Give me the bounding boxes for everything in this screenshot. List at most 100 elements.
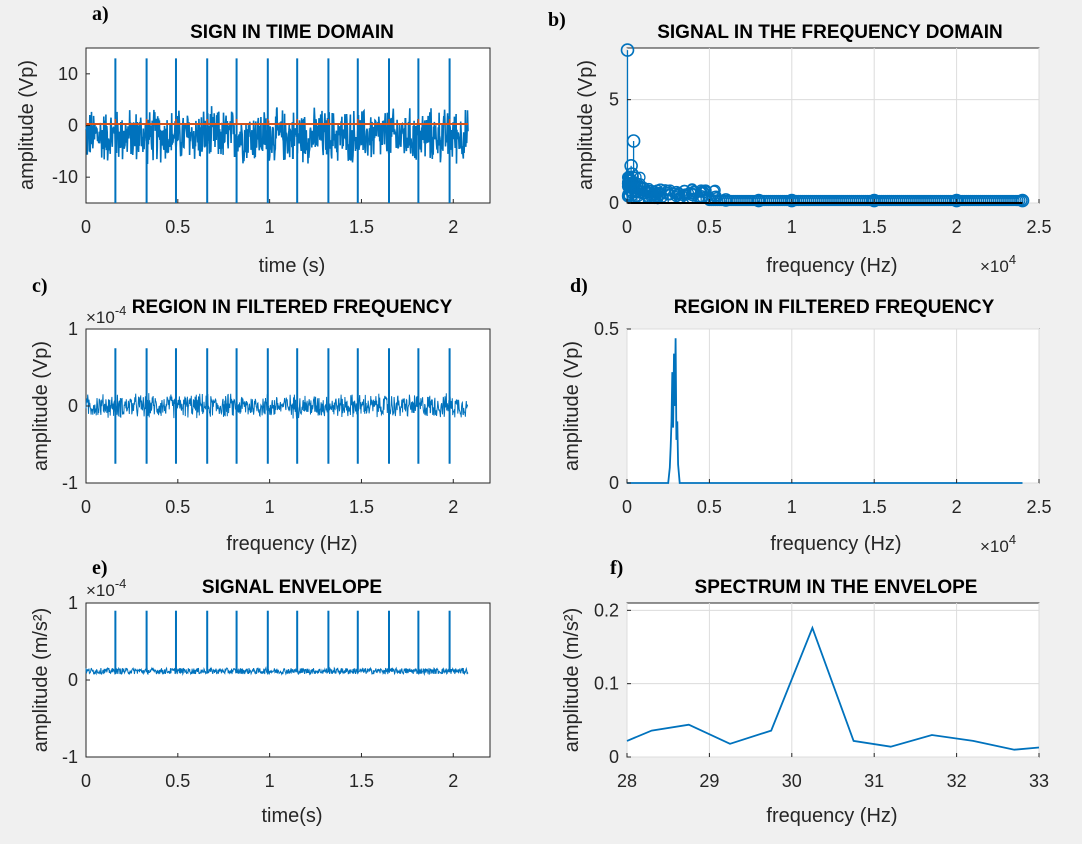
x-tick-label: 1.5 xyxy=(862,217,887,237)
x-axis-label-c: frequency (Hz) xyxy=(226,533,357,555)
x-tick-label: 1.5 xyxy=(349,497,374,517)
panel-a: 0 0.5 1 1.5 2 -10 0 10 SIGN IN TIME DOMAIN a) t… xyxy=(16,3,491,277)
data-point xyxy=(661,186,676,201)
data-point xyxy=(644,184,659,199)
data-point xyxy=(1015,193,1030,208)
data-point xyxy=(636,181,651,196)
chart-title-c: REGION IN FILTERED FREQUENCY xyxy=(132,297,453,318)
x-tick-label: 28 xyxy=(617,771,637,791)
x-tick-label: 1 xyxy=(265,771,275,791)
x-tick-label: 1 xyxy=(265,497,275,517)
marks-f xyxy=(626,625,1040,751)
x-exponent-d: ×104 xyxy=(980,532,1016,556)
panel-f: 28 29 30 31 32 33 0 0.1 0.2 SPECTRUM IN THE ENVE… xyxy=(561,557,1049,827)
data-point xyxy=(626,134,641,148)
x-tick-label: 1 xyxy=(265,217,275,237)
y-axis-label-e: amplitude (m/s²) xyxy=(30,608,52,752)
x-tick-label: 0 xyxy=(81,497,91,517)
y-tick-label: -1 xyxy=(62,747,78,767)
axes-f xyxy=(626,602,1040,758)
x-tick-label: 32 xyxy=(947,771,967,791)
axes-d xyxy=(626,328,1040,484)
ticks-c: 0 0.5 1 1.5 2-101 xyxy=(62,319,458,517)
axes-b xyxy=(626,47,1040,204)
y-axis-label-f: amplitude (m/s²) xyxy=(561,608,583,752)
x-tick-label: 2 xyxy=(952,217,962,237)
data-point xyxy=(630,177,644,192)
x-tick-label: 0.5 xyxy=(165,497,190,517)
x-tick-label: 0.5 xyxy=(697,497,722,517)
x-tick-label: 29 xyxy=(699,771,719,791)
x-tick-label: 2 xyxy=(448,497,458,517)
panel-label-f: f) xyxy=(610,557,623,579)
x-tick-label: 2.5 xyxy=(1026,497,1051,517)
data-point xyxy=(624,159,638,173)
series-trace xyxy=(85,666,469,676)
x-axis-label-d: frequency (Hz) xyxy=(770,533,901,555)
marks-d xyxy=(626,338,1023,484)
y-exponent-c: ×10-4 xyxy=(86,303,126,327)
y-tick-label: 1 xyxy=(68,593,78,613)
y-tick-label: 0 xyxy=(68,116,78,136)
data-point xyxy=(686,187,700,202)
y-axis-label-b: amplitude (Vp) xyxy=(575,60,597,190)
panel-label-a: a) xyxy=(92,3,109,25)
x-tick-label: 0 xyxy=(622,217,632,237)
y-axis-label-d: amplitude (Vp) xyxy=(561,341,583,471)
ticks-f: 28 29 30 31 32 33 0 0.1 0.2 xyxy=(594,600,1049,791)
chart-title-b: SIGNAL IN THE FREQUENCY DOMAIN xyxy=(657,22,1003,43)
x-axis-label-b: frequency (Hz) xyxy=(766,255,897,277)
y-tick-label: -10 xyxy=(52,167,78,187)
data-point xyxy=(867,193,882,208)
x-tick-label: 2 xyxy=(448,771,458,791)
y-tick-label: -1 xyxy=(62,473,78,493)
x-axis-label-f: frequency (Hz) xyxy=(766,805,897,827)
series-trace xyxy=(85,106,469,165)
x-tick-label: 1.5 xyxy=(349,771,374,791)
x-tick-label: 1 xyxy=(787,217,797,237)
y-tick-label: 0 xyxy=(609,193,619,213)
y-tick-label: 1 xyxy=(68,319,78,339)
x-axis-label-e: time(s) xyxy=(261,805,322,827)
cluster-marker xyxy=(650,190,662,203)
y-tick-label: 0.5 xyxy=(594,319,619,339)
x-tick-label: 1 xyxy=(787,497,797,517)
y-tick-label: 5 xyxy=(609,90,619,110)
data-point xyxy=(669,185,684,200)
chart-title-d: REGION IN FILTERED FREQUENCY xyxy=(674,297,995,318)
data-point xyxy=(949,193,964,208)
marks-a xyxy=(85,58,469,203)
y-tick-label: 0 xyxy=(68,396,78,416)
y-tick-label: 0.1 xyxy=(594,674,619,694)
panel-e: 0 0.5 1 1.5 2-101 ×10-4 SIGNAL ENVELOPE e) t… xyxy=(30,557,491,827)
chart-title-a: SIGN IN TIME DOMAIN xyxy=(190,22,394,43)
panel-label-d: d) xyxy=(570,275,588,297)
ticks-e: 0 0.5 1 1.5 2-101 xyxy=(62,593,458,791)
marks-b xyxy=(620,43,1030,208)
x-tick-label: 0.5 xyxy=(165,217,190,237)
x-tick-label: 1.5 xyxy=(349,217,374,237)
ticks-b: 0 0.5 1 1.5 2 2.5 0 5 xyxy=(609,90,1052,237)
x-tick-label: 0 xyxy=(622,497,632,517)
chart-title-e: SIGNAL ENVELOPE xyxy=(202,577,382,598)
x-tick-label: 0 xyxy=(81,217,91,237)
series-line xyxy=(627,338,1023,484)
data-point xyxy=(784,193,799,208)
x-tick-label: 30 xyxy=(782,771,802,791)
marks-e xyxy=(85,610,469,676)
y-tick-label: 0 xyxy=(68,670,78,690)
panel-label-e: e) xyxy=(92,557,108,579)
x-axis-label-a: time (s) xyxy=(259,255,326,277)
x-tick-label: 33 xyxy=(1029,771,1049,791)
y-axis-label-a: amplitude (Vp) xyxy=(16,60,38,190)
y-tick-label: 0.2 xyxy=(594,600,619,620)
series-trace xyxy=(85,393,469,419)
ticks-d: 0 0.5 1 1.5 2 2.5 0 0.5 xyxy=(594,319,1052,517)
x-tick-label: 2 xyxy=(952,497,962,517)
x-exponent-b: ×104 xyxy=(980,252,1016,276)
y-tick-label: 0 xyxy=(609,473,619,493)
x-tick-label: 2 xyxy=(448,217,458,237)
y-axis-label-c: amplitude (Vp) xyxy=(30,341,52,471)
data-point xyxy=(719,193,733,207)
